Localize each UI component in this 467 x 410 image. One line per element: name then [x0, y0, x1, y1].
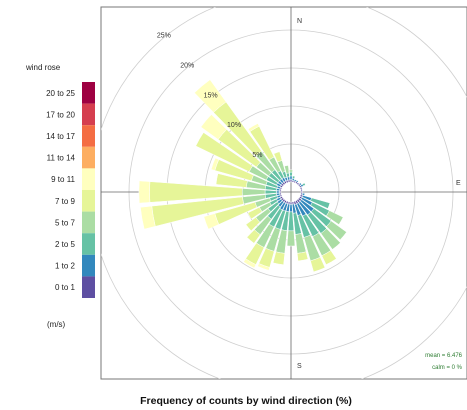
- wind-sector-segment: [301, 192, 306, 196]
- legend-swatch: [82, 276, 95, 298]
- legend-label: 7 to 9: [55, 197, 76, 206]
- wind-sector-segment: [296, 251, 309, 262]
- wind-sector-segment: [298, 182, 302, 186]
- wind-sector-segment: [140, 205, 156, 230]
- wind-sector-segment: [246, 229, 261, 244]
- wind-sector-segment: [289, 201, 293, 205]
- legend: 20 to 25 17 to 20 14 to 17 11 to 14 9 to 11 7…: [46, 82, 95, 298]
- legend-swatch: [82, 82, 95, 104]
- ring-labels: 5% 10% 15% 20% 25%: [157, 32, 263, 159]
- wind-sector-segment: [325, 210, 344, 225]
- wind-sector-segment: [296, 182, 300, 186]
- wind-sector-segment: [210, 157, 220, 171]
- wind-sector-segment: [200, 114, 227, 140]
- legend-label: 9 to 11: [51, 175, 75, 184]
- legend-label: 0 to 1: [55, 283, 76, 292]
- ring-label: 20%: [180, 62, 194, 69]
- wind-sector-segment: [272, 251, 286, 265]
- wind-sector-segment: [247, 123, 260, 132]
- wind-sector-segment: [310, 197, 331, 209]
- legend-swatch: [82, 211, 95, 234]
- legend-label: 1 to 2: [55, 262, 76, 271]
- ring-label: 10%: [227, 122, 241, 129]
- wind-sector-segment: [276, 190, 280, 194]
- wind-sectors: [138, 79, 347, 273]
- wind-sector-segment: [257, 263, 270, 271]
- ring-label: 25%: [157, 32, 171, 39]
- compass-label-north: N: [297, 18, 302, 25]
- legend-label: 5 to 7: [55, 218, 76, 227]
- wind-sector-segment: [273, 151, 283, 163]
- wind-sector-segment: [215, 173, 248, 188]
- legend-swatch: [82, 146, 95, 169]
- wind-sector-segment: [203, 213, 220, 230]
- legend-swatch: [82, 233, 95, 255]
- wind-sector-segment: [300, 190, 303, 194]
- legend-title: wind rose: [25, 63, 61, 72]
- legend-label: 20 to 25: [46, 89, 75, 98]
- wind-sector-segment: [295, 179, 299, 183]
- wind-sector-segment: [310, 256, 326, 273]
- compass-label-east: E: [456, 180, 461, 187]
- wind-sector-segment: [245, 217, 261, 232]
- wind-sector-segment: [194, 79, 227, 113]
- legend-label: 17 to 20: [46, 110, 75, 119]
- compass-label-south: S: [297, 363, 302, 370]
- legend-label: 11 to 14: [47, 154, 76, 163]
- legend-label: 2 to 5: [55, 240, 76, 249]
- wind-sector-segment: [247, 206, 263, 220]
- chart-title: Frequency of counts by wind direction (%…: [140, 395, 352, 407]
- wind-sector-segment: [302, 182, 306, 187]
- wind-sector-segment: [293, 179, 297, 182]
- wind-sector-segment: [321, 250, 337, 265]
- ring-label: 15%: [204, 92, 218, 99]
- wind-sector-segment: [284, 165, 290, 174]
- wind-sector-segment: [264, 189, 277, 195]
- legend-swatch: [82, 168, 95, 190]
- legend-swatch: [82, 103, 95, 126]
- stat-calm: calm = 0 %: [432, 365, 463, 371]
- wind-sector-segment: [286, 230, 296, 247]
- wind-sector-segment: [289, 203, 293, 213]
- ring-label: 5%: [252, 152, 262, 159]
- wind-sector-segment: [289, 179, 293, 183]
- wind-sector-segment: [289, 171, 293, 177]
- wind-sector-segment: [300, 188, 303, 192]
- wind-sector-segment: [289, 175, 293, 181]
- wind-sector-segment: [243, 258, 257, 269]
- wind-sector-segment: [195, 132, 253, 173]
- wind-sector-segment: [289, 169, 293, 173]
- legend-swatch: [82, 125, 95, 147]
- legend-units: (m/s): [47, 320, 66, 329]
- wind-sector-segment: [299, 186, 303, 190]
- stat-mean: mean = 6.476: [425, 353, 463, 359]
- legend-swatch: [82, 254, 95, 277]
- wind-sector-segment: [326, 220, 347, 241]
- wind-sector-segment: [320, 228, 341, 250]
- legend-label: 14 to 17: [46, 132, 75, 141]
- legend-swatch: [82, 190, 95, 212]
- wind-sector-segment: [292, 175, 296, 179]
- wind-sector-segment: [138, 180, 151, 204]
